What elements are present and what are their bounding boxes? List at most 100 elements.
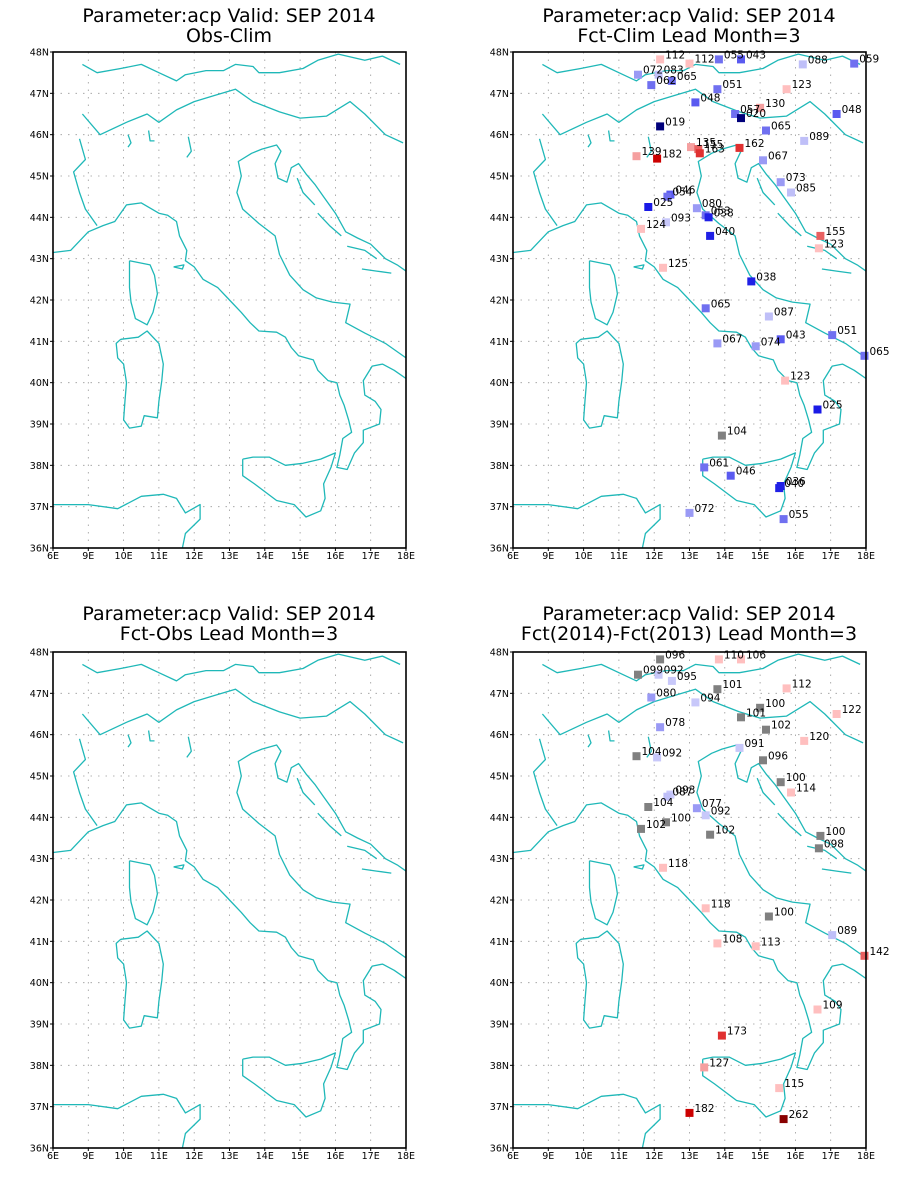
y-tick-label: 36N [490, 544, 509, 555]
y-tick-label: 39N [490, 1020, 509, 1031]
x-tick-label: 10E [575, 1151, 593, 1162]
station-marker [776, 178, 785, 187]
station-marker [717, 1031, 726, 1040]
station-value-label: 101 [746, 707, 766, 719]
station-value-label: 100 [786, 772, 806, 784]
y-tick-label: 43N [30, 854, 49, 865]
x-tick-label: 10E [115, 1151, 133, 1162]
coastline [777, 212, 802, 237]
station-marker [747, 277, 756, 286]
x-tick-label: 11E [610, 1151, 628, 1162]
coastline [513, 493, 661, 548]
y-tick-label: 40N [30, 978, 49, 989]
x-tick-label: 9E [542, 1151, 554, 1162]
station-value-label: 173 [727, 1026, 747, 1038]
station-value-label: 262 [789, 1109, 809, 1121]
x-tick-label: 17E [822, 1151, 840, 1162]
station-value-label: 100 [671, 812, 691, 824]
coastline [587, 134, 592, 148]
station-marker [662, 818, 670, 827]
y-tick-label: 45N [30, 772, 49, 783]
x-tick-label: 12E [645, 1151, 663, 1162]
station-marker [800, 736, 809, 745]
x-axis-ticks: 6E 9E 10E 11E 12E 13E 14E 15E 16E 17E 18E [47, 1148, 415, 1162]
station-marker [692, 204, 701, 213]
x-tick-label: 11E [150, 1151, 168, 1162]
coastline-map [53, 653, 406, 1148]
station-value-label: 182 [662, 149, 682, 161]
station-markers [632, 55, 869, 524]
station-value-label: 100 [774, 907, 794, 919]
station-value-label: 098 [824, 838, 844, 850]
station-value-label: 118 [668, 858, 688, 870]
x-tick-label: 6E [47, 1151, 59, 1162]
y-tick-label: 48N [30, 648, 49, 659]
x-tick-label: 10E [115, 551, 133, 562]
station-marker [713, 685, 722, 694]
station-value-label: 088 [808, 54, 828, 66]
y-tick-label: 44N [30, 213, 49, 224]
y-tick-label: 37N [490, 1102, 509, 1113]
coastline [128, 860, 159, 926]
x-tick-label: 13E [220, 551, 238, 562]
coastline [575, 330, 624, 429]
x-tick-label: 13E [680, 1151, 698, 1162]
station-marker [782, 85, 791, 94]
station-value-label: 040 [715, 226, 735, 238]
coastline [81, 688, 404, 744]
y-tick-label: 39N [490, 420, 509, 431]
y-axis-ticks: 36N 37N 38N 39N 40N 41N 42N 43N 44N 45N 46N 47N 48N [30, 48, 53, 555]
x-tick-label: 15E [291, 1151, 309, 1162]
y-tick-label: 37N [30, 1102, 49, 1113]
station-marker [775, 1084, 784, 1093]
station-value-label: 057 [740, 104, 760, 116]
station-value-label: 104 [727, 426, 747, 438]
coastline-map [513, 53, 866, 548]
y-tick-label: 42N [490, 296, 509, 307]
station-marker [717, 431, 726, 440]
station-marker [713, 339, 722, 348]
station-value-label: 130 [765, 98, 785, 110]
station-value-label: 072 [695, 503, 715, 515]
station-marker [700, 1063, 709, 1072]
y-tick-label: 48N [490, 48, 509, 59]
station-value-label: 104 [642, 746, 662, 758]
station-marker [782, 684, 791, 693]
x-tick-label: 13E [220, 1151, 238, 1162]
y-tick-label: 36N [490, 1144, 509, 1155]
panel-obs-clim: Parameter:acp Valid: SEP 2014 Obs-Clim 6… [30, 5, 415, 562]
station-marker [735, 143, 744, 152]
coastline [542, 53, 861, 82]
station-value-label: 065 [677, 71, 697, 83]
station-value-label: 065 [711, 298, 731, 310]
panel-subtitle: Fct-Obs Lead Month=3 [120, 623, 338, 645]
coastline [127, 734, 132, 748]
y-tick-label: 47N [490, 89, 509, 100]
coastline [53, 144, 406, 471]
x-tick-label: 18E [397, 1151, 415, 1162]
station-marker [644, 803, 653, 811]
station-marker [828, 331, 837, 340]
station-value-label: 122 [842, 704, 862, 716]
station-marker [713, 85, 722, 94]
station-marker [764, 312, 773, 321]
station-value-label: 118 [711, 898, 731, 910]
y-tick-label: 42N [30, 896, 49, 907]
coastline [147, 730, 155, 742]
station-value-label: 113 [761, 936, 781, 948]
station-marker [759, 156, 767, 165]
panel-subtitle: Fct-Clim Lead Month=3 [577, 25, 800, 47]
y-tick-label: 48N [30, 48, 49, 59]
coastline [127, 134, 132, 148]
station-marker [656, 55, 665, 64]
y-tick-label: 43N [490, 854, 509, 865]
y-tick-label: 38N [30, 461, 49, 472]
station-value-label: 092 [664, 665, 684, 677]
station-value-label: 100 [825, 826, 845, 838]
station-marker [654, 70, 663, 79]
x-tick-label: 9E [82, 1151, 94, 1162]
station-value-label: 123 [824, 238, 844, 250]
station-value-label: 036 [786, 476, 806, 488]
station-marker [694, 145, 703, 154]
